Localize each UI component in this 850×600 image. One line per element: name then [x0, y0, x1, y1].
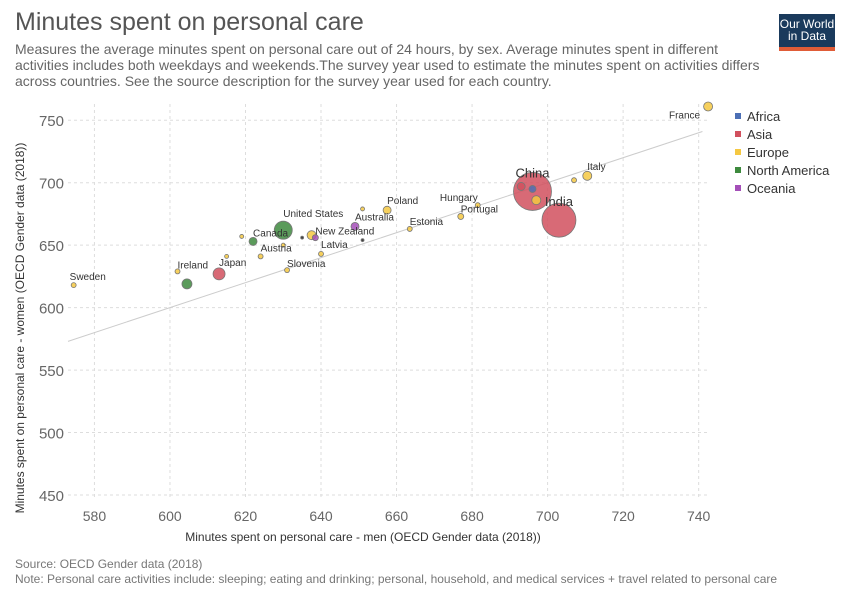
legend-swatch [735, 131, 741, 137]
x-tick-label: 620 [234, 508, 258, 524]
points-layer [70, 101, 714, 290]
x-tick-label: 700 [536, 508, 560, 524]
data-point[interactable] [360, 238, 365, 243]
source-note: Source: OECD Gender data (2018) [15, 557, 203, 571]
point-label: France [669, 110, 701, 121]
x-tick-label: 640 [309, 508, 333, 524]
x-tick-label: 660 [385, 508, 409, 524]
legend-swatch [735, 113, 741, 119]
footnote: Note: Personal care activities include: … [15, 572, 778, 586]
legend-label: Africa [747, 108, 781, 124]
logo-accent-bar [779, 47, 835, 51]
legend-item[interactable]: Oceania [735, 179, 829, 197]
y-tick-label: 500 [39, 426, 64, 443]
point-label: Ireland [178, 260, 209, 271]
point-label: United States [283, 209, 343, 220]
legend-item[interactable]: Africa [735, 107, 829, 125]
x-tick-label: 600 [158, 508, 182, 524]
point-label: Australia [355, 212, 394, 223]
point-label: Canada [253, 228, 288, 239]
data-point[interactable] [382, 205, 392, 215]
legend-swatch [735, 149, 741, 155]
legend-item[interactable]: Asia [735, 125, 829, 143]
legend-swatch [735, 185, 741, 191]
trendline-layer [67, 131, 703, 342]
data-point[interactable] [457, 213, 465, 220]
data-point[interactable] [284, 267, 290, 274]
point-label: India [545, 194, 574, 209]
data-point[interactable] [280, 242, 286, 248]
point-label: Latvia [321, 240, 348, 251]
legend-label: Asia [747, 126, 773, 142]
legend-item[interactable]: Europe [735, 143, 829, 161]
data-point[interactable] [360, 206, 365, 212]
x-tick-label: 740 [687, 508, 711, 524]
y-tick-label: 650 [39, 238, 64, 255]
y-tick-label: 600 [39, 301, 64, 318]
point-label: Hungary [440, 193, 478, 204]
point-label: Slovenia [287, 259, 326, 270]
legend-label: Europe [747, 144, 789, 160]
data-point[interactable] [212, 267, 226, 281]
x-tick-label: 680 [460, 508, 484, 524]
data-point[interactable] [582, 170, 593, 181]
data-point[interactable] [239, 234, 245, 239]
grid-layer [68, 104, 710, 500]
logo-line-2: in Data [787, 29, 827, 43]
data-point[interactable] [571, 177, 577, 184]
point-label: Poland [387, 196, 418, 207]
point-label: Austria [261, 243, 293, 254]
data-point[interactable] [474, 202, 481, 209]
data-point[interactable] [406, 226, 413, 232]
x-tick-label: 720 [611, 508, 635, 524]
data-point[interactable] [174, 268, 181, 275]
legend: Africa Asia Europe North America Oceania [735, 107, 829, 197]
legend-label: North America [747, 162, 830, 178]
data-point[interactable] [531, 195, 542, 206]
point-label: Portugal [461, 204, 498, 215]
y-axis-label: Minutes spent on personal care - women (… [13, 143, 27, 514]
point-label: Sweden [70, 272, 106, 283]
data-point[interactable] [273, 220, 293, 240]
data-point[interactable] [70, 282, 77, 289]
y-tick-label: 700 [39, 176, 64, 193]
labels-layer: China India United States Japan France Italy P… [70, 110, 701, 283]
data-point[interactable] [257, 253, 264, 260]
legend-swatch [735, 167, 741, 173]
x-axis-label: Minutes spent on personal care - men (OE… [185, 530, 541, 544]
y-tick-label: 450 [39, 488, 64, 505]
data-point[interactable] [516, 182, 526, 191]
data-point[interactable] [318, 251, 324, 257]
data-point[interactable] [181, 278, 193, 290]
data-point[interactable] [311, 234, 319, 242]
y-tick-label: 750 [39, 113, 64, 130]
logo-line-1: Our World [779, 17, 835, 31]
data-point[interactable] [703, 101, 714, 112]
point-label: New Zealand [315, 227, 374, 238]
axis-layer: 580 600 620 640 660 680 700 720 740 450 500 550 600 6… [39, 113, 711, 524]
chart-subtitle: Measures the average minutes spent on pe… [15, 41, 760, 89]
x-tick-label: 580 [83, 508, 107, 524]
data-point[interactable] [528, 185, 537, 193]
data-point[interactable] [541, 202, 577, 238]
y-tick-label: 550 [39, 363, 64, 380]
data-point[interactable] [300, 235, 305, 240]
owid-logo[interactable]: Our World in Data [779, 14, 835, 51]
point-label: China [516, 165, 551, 180]
trendline [67, 131, 703, 342]
point-label: Japan [219, 258, 246, 269]
data-point[interactable] [350, 222, 360, 231]
point-label: Estonia [410, 217, 444, 228]
data-point[interactable] [248, 237, 258, 246]
legend-item[interactable]: North America [735, 161, 829, 179]
legend-label: Oceania [747, 180, 796, 196]
data-point[interactable] [224, 254, 230, 259]
chart-title: Minutes spent on personal care [15, 8, 364, 36]
point-label: Italy [587, 162, 605, 173]
